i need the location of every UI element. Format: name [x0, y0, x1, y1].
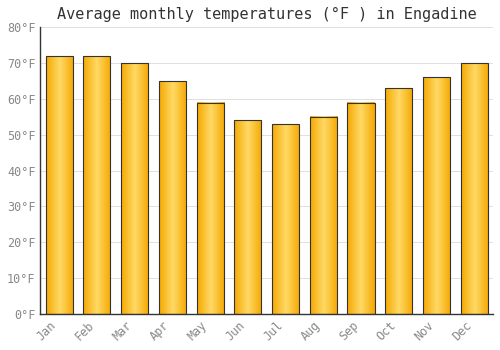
Bar — [46, 56, 73, 314]
Bar — [121, 63, 148, 314]
Bar — [196, 103, 224, 314]
Bar — [348, 103, 374, 314]
Bar — [272, 124, 299, 314]
Bar — [84, 56, 110, 314]
Title: Average monthly temperatures (°F ) in Engadine: Average monthly temperatures (°F ) in En… — [57, 7, 476, 22]
Bar — [234, 120, 262, 314]
Bar — [159, 81, 186, 314]
Bar — [310, 117, 337, 314]
Bar — [460, 63, 488, 314]
Bar — [423, 77, 450, 314]
Bar — [385, 88, 412, 314]
